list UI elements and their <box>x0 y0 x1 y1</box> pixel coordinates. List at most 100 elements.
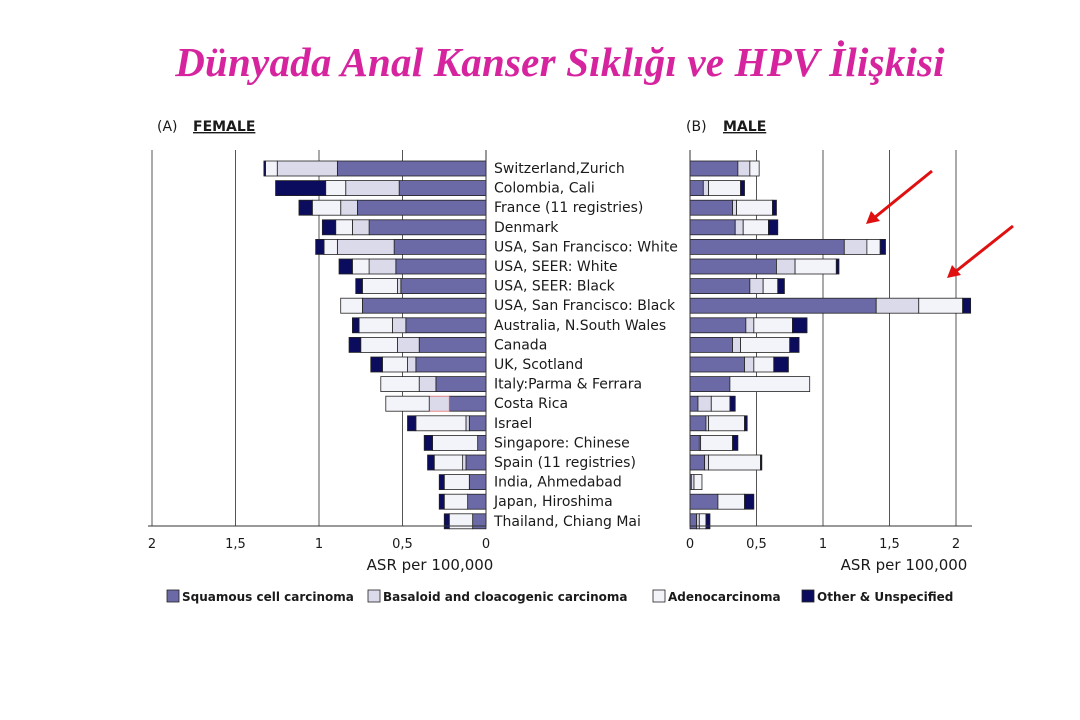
female-bar-india-ahmedabad-squamous-cell-carcinoma <box>468 474 487 491</box>
female-bar-australia-n-south-wales-squamous-cell-carcinoma <box>405 317 487 334</box>
female-bar-france-11-registries-adenocarcinoma <box>311 199 342 216</box>
female-bar-costa-rica-basaloid-and-cloacogenic-carcinoma <box>428 395 450 412</box>
female-bar-colombia-cali-basaloid-and-cloacogenic-carcinoma <box>345 180 400 197</box>
male-bar-spain-11-registries-squamous-cell-carcinoma <box>689 454 706 471</box>
legend-swatch-basaloid-and-cloacogenic-carcinoma <box>367 589 381 603</box>
female-bar-thailand-chiang-mai-squamous-cell-carcinoma <box>472 513 487 530</box>
female-bar-israel-other-unspecified <box>407 415 417 432</box>
male-bar-usa-seer-white-basaloid-and-cloacogenic-carcinoma <box>776 258 796 275</box>
female-bar-denmark-basaloid-and-cloacogenic-carcinoma <box>351 219 370 236</box>
female-bar-switzerland-zurich-other-unspecified <box>263 160 266 177</box>
male-bar-usa-seer-white-squamous-cell-carcinoma <box>689 258 777 275</box>
male-bar-singapore-chinese-other-unspecified <box>732 434 739 451</box>
red-arrow-sf-white <box>866 169 933 224</box>
female-bar-usa-seer-white-squamous-cell-carcinoma <box>395 258 487 275</box>
male-bar-usa-san-francisco-white-basaloid-and-cloacogenic-carcinoma <box>843 238 868 255</box>
female-bar-singapore-chinese-squamous-cell-carcinoma <box>477 434 487 451</box>
female-bar-singapore-chinese-adenocarcinoma <box>432 434 479 451</box>
male-bar-costa-rica-adenocarcinoma <box>710 395 731 412</box>
category-label: USA, San Francisco: Black <box>494 298 676 314</box>
male-bar-canada-squamous-cell-carcinoma <box>689 336 733 353</box>
male-bars <box>689 160 972 530</box>
female-tick-label: 1 <box>315 537 323 552</box>
category-label: Costa Rica <box>494 396 568 412</box>
female-panel-name: FEMALE <box>193 119 255 135</box>
male-tick-label: 0,5 <box>746 537 767 552</box>
female-bar-denmark-other-unspecified <box>321 219 337 236</box>
male-tick-label: 1 <box>819 537 827 552</box>
male-bar-uk-scotland-squamous-cell-carcinoma <box>689 356 745 373</box>
male-bar-australia-n-south-wales-squamous-cell-carcinoma <box>689 317 747 334</box>
female-bar-australia-n-south-wales-other-unspecified <box>351 317 360 334</box>
male-bar-india-ahmedabad-adenocarcinoma <box>693 474 703 491</box>
axes <box>148 150 972 527</box>
male-bar-usa-san-francisco-white-other-unspecified <box>879 238 886 255</box>
male-bar-uk-scotland-other-unspecified <box>773 356 789 373</box>
male-bar-switzerland-zurich-basaloid-and-cloacogenic-carcinoma <box>737 160 751 177</box>
female-panel-letter: (A) <box>157 119 178 135</box>
male-bar-costa-rica-other-unspecified <box>729 395 736 412</box>
male-bar-japan-hiroshima-squamous-cell-carcinoma <box>689 493 719 510</box>
female-bar-switzerland-zurich-adenocarcinoma <box>265 160 278 177</box>
female-bar-costa-rica-adenocarcinoma <box>385 395 430 412</box>
male-bar-usa-san-francisco-white-squamous-cell-carcinoma <box>689 238 845 255</box>
female-bar-usa-san-francisco-black-adenocarcinoma <box>340 297 363 314</box>
female-bar-usa-seer-black-squamous-cell-carcinoma <box>400 278 487 295</box>
category-label: India, Ahmedabad <box>494 475 622 491</box>
category-label: Switzerland,Zurich <box>494 161 625 177</box>
male-x-axis-title: ASR per 100,000 <box>841 556 968 574</box>
female-tick-label: 1,5 <box>225 537 246 552</box>
male-bar-usa-seer-black-other-unspecified <box>777 278 785 295</box>
female-bar-spain-11-registries-basaloid-and-cloacogenic-carcinoma <box>462 454 467 471</box>
female-bar-denmark-adenocarcinoma <box>335 219 353 236</box>
female-bar-italy-parma-ferrara-basaloid-and-cloacogenic-carcinoma <box>418 376 437 393</box>
female-bar-uk-scotland-basaloid-and-cloacogenic-carcinoma <box>407 356 417 373</box>
female-bar-spain-11-registries-other-unspecified <box>427 454 435 471</box>
tick-labels: 2 1,5 1 0,5 0 0 0,5 1 1,5 2 <box>148 537 960 552</box>
male-bar-uk-scotland-basaloid-and-cloacogenic-carcinoma <box>744 356 755 373</box>
category-label: Spain (11 registries) <box>494 455 636 471</box>
category-label: Singapore: Chinese <box>494 435 630 451</box>
male-bar-japan-hiroshima-other-unspecified <box>744 493 755 510</box>
female-bar-uk-scotland-squamous-cell-carcinoma <box>415 356 487 373</box>
male-panel-name: MALE <box>723 119 766 135</box>
female-bar-spain-11-registries-squamous-cell-carcinoma <box>465 454 487 471</box>
male-tick-label: 0 <box>686 537 694 552</box>
female-bar-france-11-registries-basaloid-and-cloacogenic-carcinoma <box>340 199 358 216</box>
male-bar-singapore-chinese-adenocarcinoma <box>700 434 733 451</box>
category-label: France (11 registries) <box>494 200 643 216</box>
male-bar-australia-n-south-wales-other-unspecified <box>792 317 808 334</box>
legend-swatch-other-unspecified <box>801 589 815 603</box>
female-bar-usa-san-francisco-white-basaloid-and-cloacogenic-carcinoma <box>336 238 395 255</box>
female-bar-india-ahmedabad-other-unspecified <box>438 474 445 491</box>
female-bar-costa-rica-squamous-cell-carcinoma <box>448 395 487 412</box>
legend-label-squamous-cell-carcinoma: Squamous cell carcinoma <box>182 590 354 604</box>
female-bar-canada-squamous-cell-carcinoma <box>418 336 487 353</box>
female-bar-switzerland-zurich-basaloid-and-cloacogenic-carcinoma <box>276 160 338 177</box>
male-tick-label: 1,5 <box>879 537 900 552</box>
male-bar-colombia-cali-other-unspecified <box>740 180 745 197</box>
female-bar-israel-adenocarcinoma <box>415 415 467 432</box>
male-bar-israel-squamous-cell-carcinoma <box>689 415 707 432</box>
legend-label-adenocarcinoma: Adenocarcinoma <box>668 590 781 604</box>
female-bar-italy-parma-ferrara-adenocarcinoma <box>380 376 420 393</box>
female-bar-usa-seer-white-other-unspecified <box>338 258 353 275</box>
female-bar-usa-seer-white-adenocarcinoma <box>351 258 370 275</box>
female-bar-switzerland-zurich-squamous-cell-carcinoma <box>336 160 487 177</box>
female-bar-spain-11-registries-adenocarcinoma <box>433 454 464 471</box>
legend-swatch-adenocarcinoma <box>652 589 666 603</box>
category-label: Denmark <box>494 220 559 236</box>
legend-label-other-unspecified: Other & Unspecified <box>817 590 953 604</box>
female-bar-italy-parma-ferrara-squamous-cell-carcinoma <box>435 376 487 393</box>
female-bar-usa-san-francisco-black-squamous-cell-carcinoma <box>362 297 487 314</box>
female-bar-france-11-registries-other-unspecified <box>298 199 313 216</box>
male-bar-switzerland-zurich-adenocarcinoma <box>749 160 760 177</box>
category-label: Israel <box>494 416 532 432</box>
male-bar-canada-adenocarcinoma <box>740 336 791 353</box>
male-bar-israel-other-unspecified <box>744 415 748 432</box>
female-bar-colombia-cali-adenocarcinoma <box>325 180 347 197</box>
male-bar-uk-scotland-adenocarcinoma <box>753 356 775 373</box>
male-bar-usa-san-francisco-black-squamous-cell-carcinoma <box>689 297 877 314</box>
male-bar-singapore-chinese-squamous-cell-carcinoma <box>689 434 700 451</box>
